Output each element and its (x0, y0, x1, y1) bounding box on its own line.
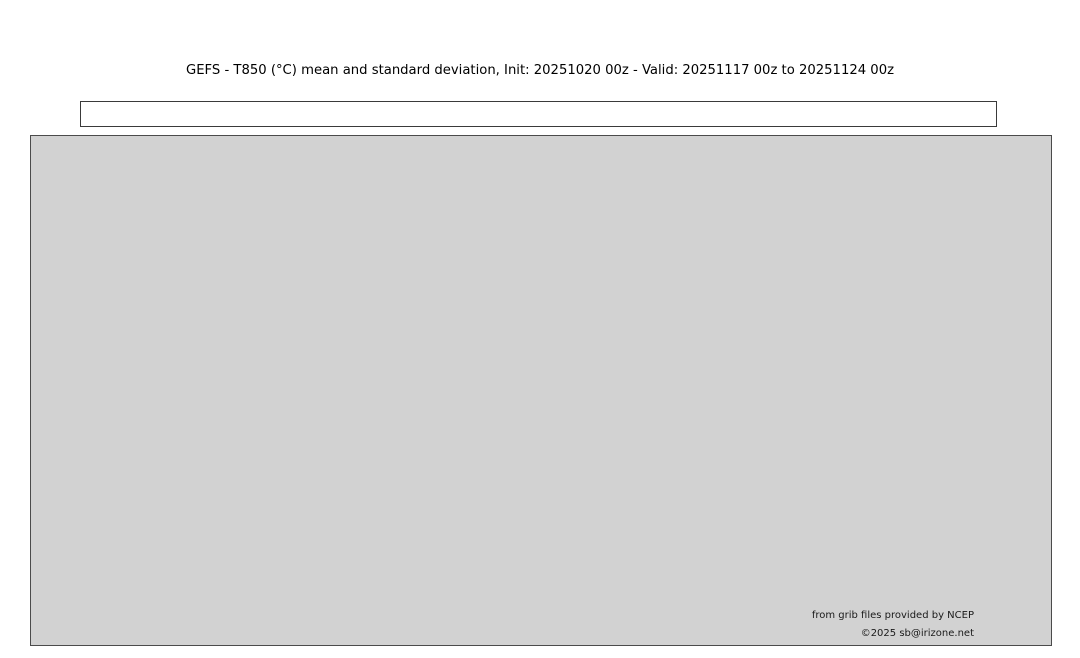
world-contour-map (31, 136, 1051, 645)
colorbar-tick-row (0, 83, 1080, 97)
map-canvas: from grib files provided by NCEP ©2025 s… (30, 135, 1052, 646)
page-title: GEFS - T850 (°C) mean and standard devia… (185, 63, 895, 78)
colorbar (80, 101, 997, 127)
attribution-ncep: from grib files provided by NCEP (811, 610, 974, 621)
attribution-copyright: ©2025 sb@irizone.net (860, 628, 974, 639)
